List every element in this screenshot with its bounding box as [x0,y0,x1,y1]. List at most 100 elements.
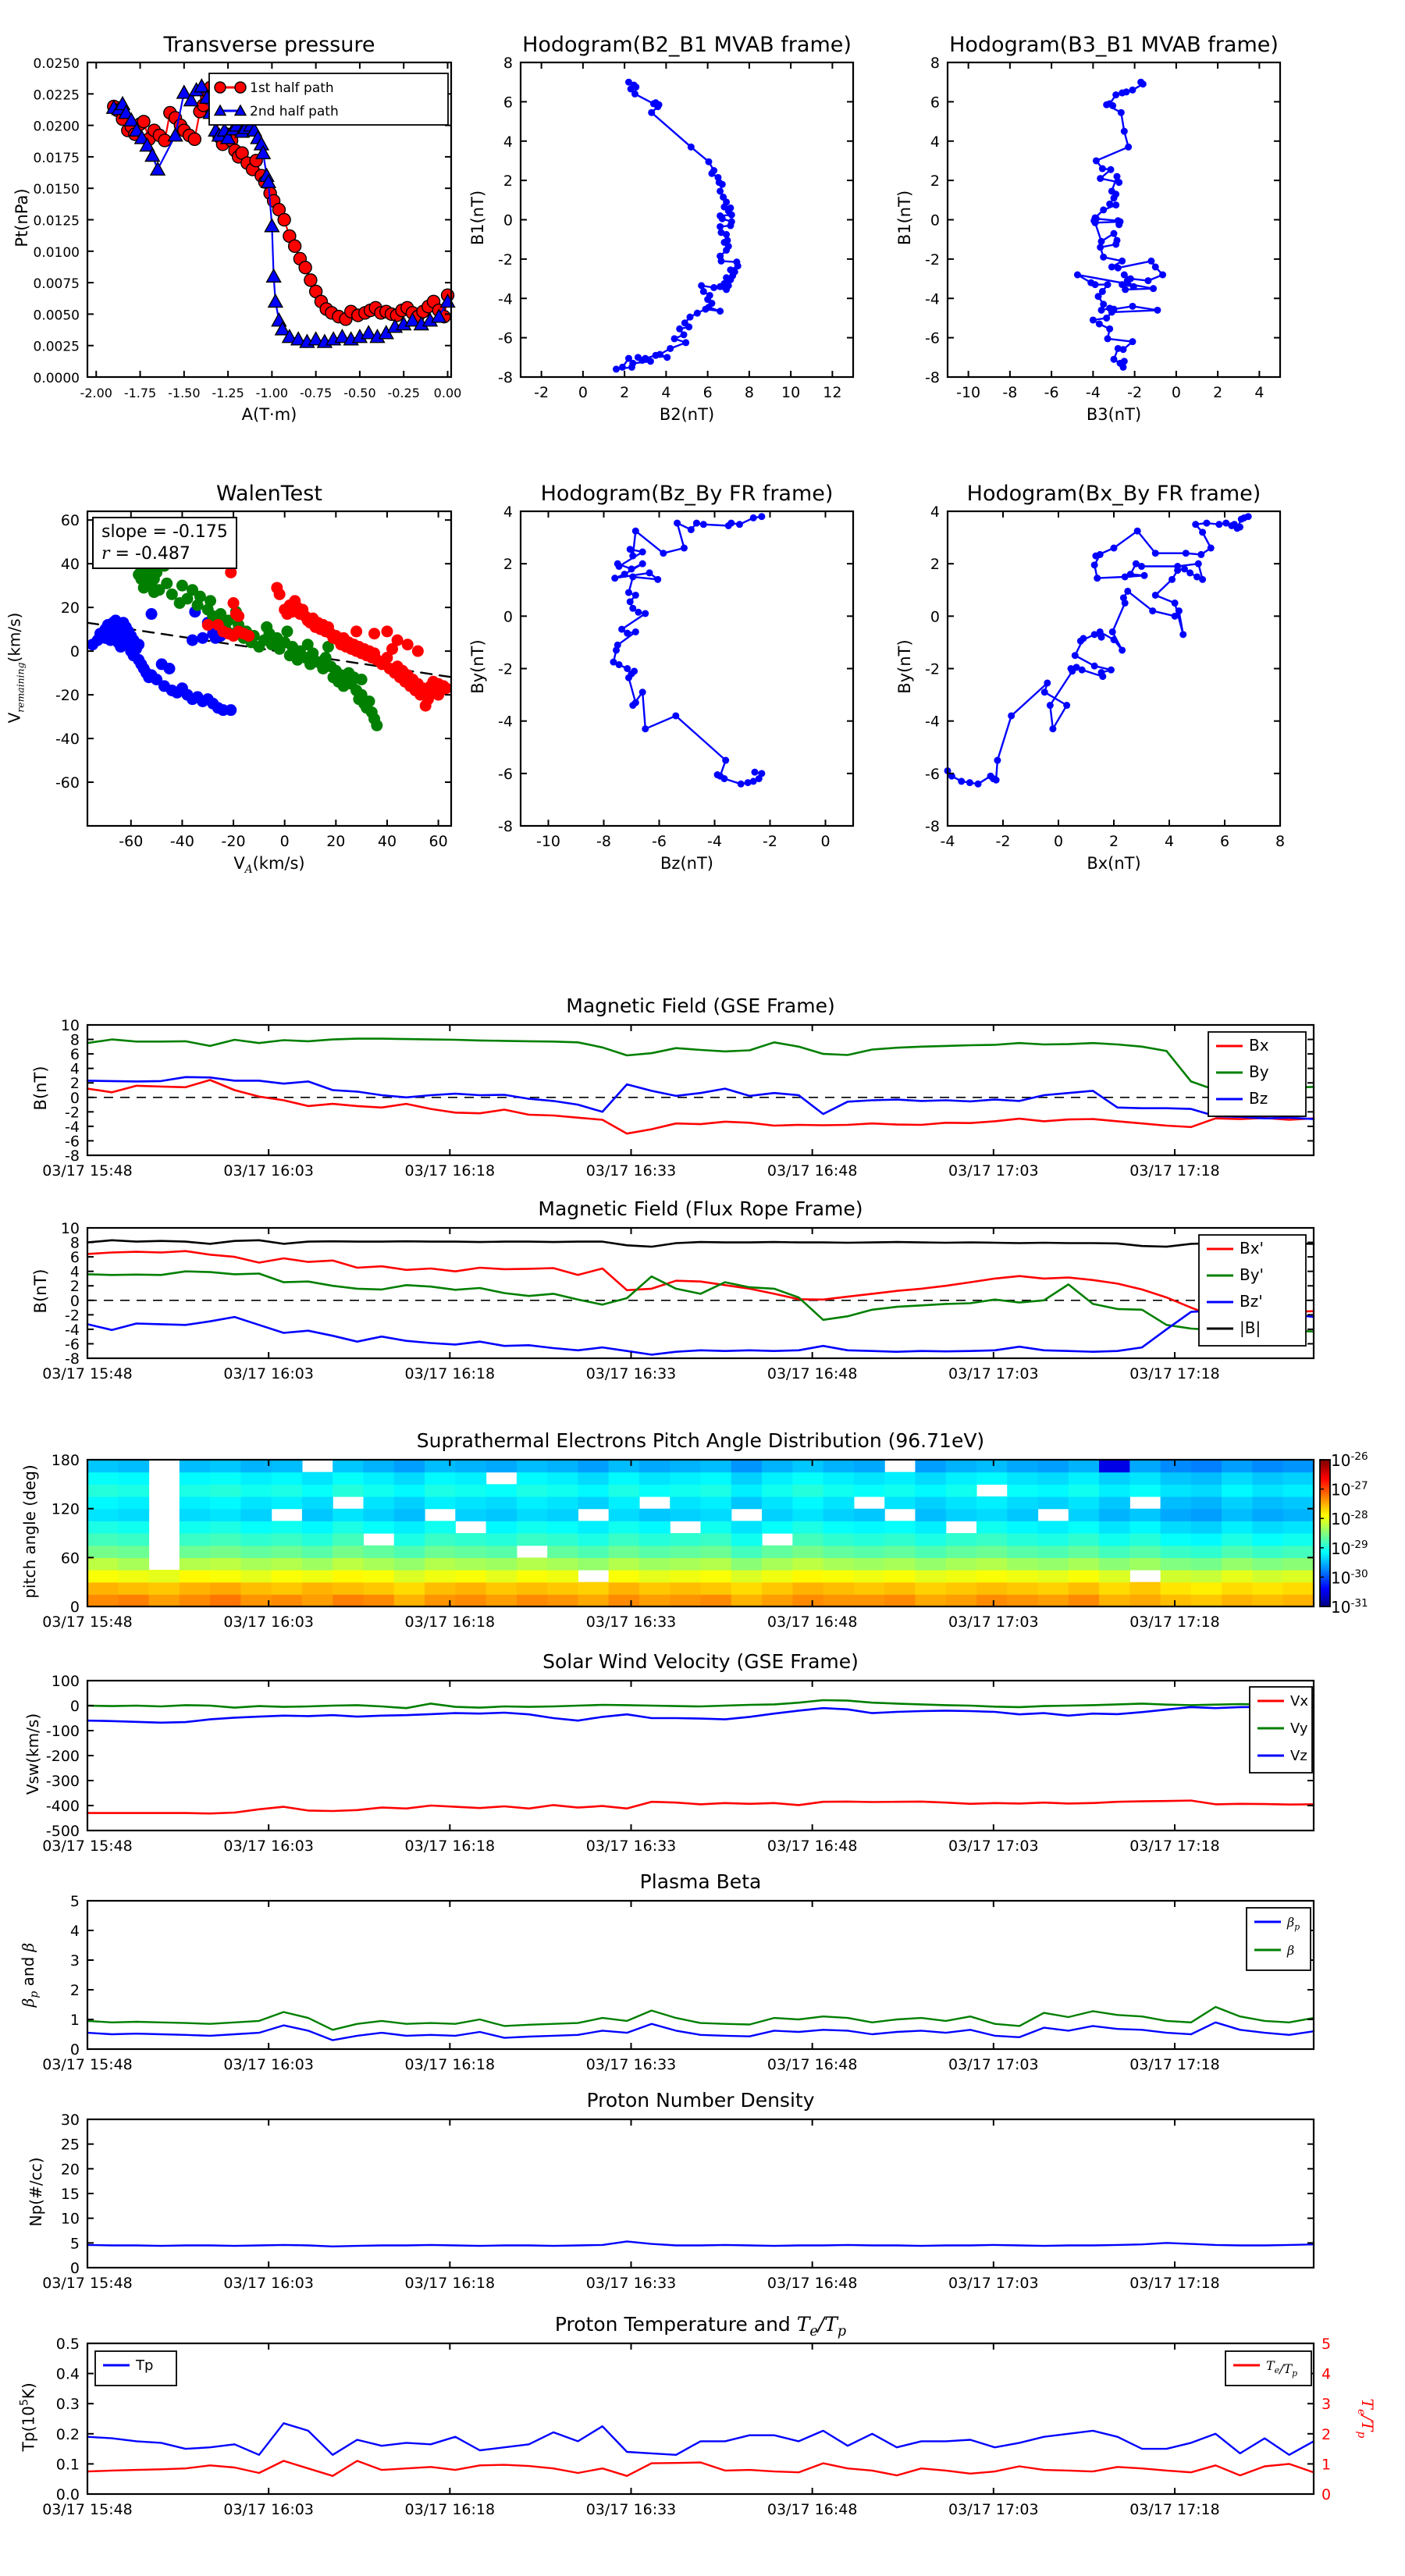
svg-text:03/17 17:18: 03/17 17:18 [1129,1162,1220,1179]
series-Bx [86,1079,1315,1135]
svg-text:0.0150: 0.0150 [34,182,80,197]
svg-text:60: 60 [61,1550,80,1567]
svg-text:30: 30 [61,2112,80,2129]
svg-text:12: 12 [823,384,841,401]
svg-text:03/17 16:33: 03/17 16:33 [586,1162,677,1179]
legend-vsw: Vx Vy Vz [1249,1686,1313,1774]
axis-ticks: -10 -8 -6 -4 -2 0 -8 -6 -4 -2 0 2 4 [498,503,853,850]
svg-text:0: 0 [930,608,940,625]
svg-text:40: 40 [378,833,397,850]
panel-title-vsw: Solar Wind Velocity (GSE Frame) [542,1650,859,1673]
xlabel-bx: Bx(nT) [1087,854,1141,873]
svg-text:03/17 17:18: 03/17 17:18 [1129,1838,1220,1855]
svg-text:10: 10 [61,1220,80,1237]
svg-text:-60: -60 [119,833,143,850]
svg-text:0.0100: 0.0100 [34,245,80,261]
panel-title-hodogram-bzby: Hodogram(Bz_By FR frame) [540,482,834,506]
svg-text:-6: -6 [925,330,940,347]
svg-text:6: 6 [70,1249,80,1266]
ylabel-pt: Pt(nPa) [12,188,31,247]
svg-text:2: 2 [70,1982,80,1999]
panel-vsw: 03/17 15:48 03/17 16:03 03/17 16:18 03/17 1… [42,1673,1315,1855]
ylabel-vsw: Vsw(km/s) [23,1713,42,1795]
svg-text:03/17 16:03: 03/17 16:03 [223,2501,314,2518]
axis-ticks: 03/17 15:48 03/17 16:03 03/17 16:18 03/17 1… [42,1452,1314,1631]
svg-text:-4: -4 [941,833,955,850]
legend-plasma-beta: βp β [1246,1907,1311,1971]
svg-text:-1.00: -1.00 [256,386,288,400]
axis-ticks: 03/17 15:48 03/17 16:03 03/17 16:18 03/17 1… [42,1220,1314,1382]
svg-text:03/17 17:18: 03/17 17:18 [1129,1614,1220,1631]
svg-text:3: 3 [1321,2396,1331,2413]
svg-text:0: 0 [578,384,588,401]
svg-text:0.0050: 0.0050 [34,308,80,323]
axis-ticks: 03/17 15:48 03/17 16:03 03/17 16:18 03/17 1… [42,1673,1314,1855]
svg-text:03/17 16:33: 03/17 16:33 [586,2056,677,2073]
svg-text:0.0175: 0.0175 [34,151,80,166]
axes-border [946,61,1282,379]
svg-text:2: 2 [930,556,940,573]
svg-text:-6: -6 [498,330,513,347]
svg-text:0: 0 [70,2260,80,2277]
svg-text:2: 2 [503,173,513,190]
va-sub: A [244,863,253,877]
panel-mag-gse: 03/17 15:48 03/17 16:03 03/17 16:18 03/17 1… [42,1017,1315,1179]
svg-text:0: 0 [70,1698,80,1715]
svg-text:03/17 16:33: 03/17 16:33 [586,2275,677,2292]
svg-text:4: 4 [70,1061,80,1078]
xlabel-b3: B3(nT) [1086,405,1142,424]
axis-ticks: -4 -2 0 2 4 6 8 -8 -6 -4 -2 0 2 4 [925,503,1285,850]
svg-text:0: 0 [280,833,290,850]
svg-text:-1.75: -1.75 [124,386,156,400]
axis-ticks: -10 -8 -6 -4 -2 0 2 4 -8 -6 -4 -2 0 2 4 6 8 [925,55,1280,401]
svg-text:2: 2 [1109,833,1119,850]
ylabel-np: Np(#/cc) [27,2157,45,2227]
svg-text:03/17 16:18: 03/17 16:18 [405,1838,496,1855]
svg-text:0.4: 0.4 [56,2366,80,2383]
ylabel-tetp-right: Te/Tp [1355,2301,1377,2535]
axis-ticks: -60 -40 -20 0 20 40 60 -60 -40 -20 0 20 40 60 [55,511,451,850]
svg-text:4: 4 [70,1264,80,1281]
svg-text:-20: -20 [55,687,80,704]
svg-text:03/17 17:03: 03/17 17:03 [948,2501,1039,2518]
panel-title-mag-fr: Magnetic Field (Flux Rope Frame) [538,1197,863,1220]
svg-text:0: 0 [70,1599,80,1616]
svg-text:-2: -2 [498,251,513,269]
series-By [86,1037,1315,1093]
svg-text:03/17 16:48: 03/17 16:48 [767,1614,858,1631]
svg-text:20: 20 [61,600,80,617]
series-Tp [86,2422,1315,2457]
svg-text:6: 6 [930,94,940,111]
svg-text:20: 20 [326,833,345,850]
tetp-slash: /T [1358,2415,1377,2432]
svg-text:03/17 16:33: 03/17 16:33 [586,1838,677,1855]
svg-text:4: 4 [70,1923,80,1940]
ylabel-beta: βp and β [19,1858,41,2092]
series-scatter-blue [87,606,237,717]
svg-text:1: 1 [1321,2456,1331,2473]
svg-text:By': By' [1240,1265,1264,1284]
series-scatter-red [201,566,452,712]
svg-text:03/17 16:18: 03/17 16:18 [405,1162,496,1179]
series-hodogram-trace [612,78,742,373]
heatmap-cells [87,1460,1314,1607]
svg-text:180: 180 [52,1452,80,1469]
svg-text:-1.50: -1.50 [168,386,200,400]
svg-text:4: 4 [503,133,513,151]
axes-border [86,2342,1315,2496]
svg-text:0.0225: 0.0225 [34,87,80,103]
svg-text:-6: -6 [652,833,667,850]
svg-text:-40: -40 [55,731,80,748]
svg-text:2: 2 [503,556,513,573]
svg-text:03/17 16:18: 03/17 16:18 [405,1614,496,1631]
svg-text:6: 6 [703,384,713,401]
svg-text:10-29: 10-29 [1331,1539,1368,1558]
svg-text:5: 5 [70,2235,80,2252]
svg-text:-40: -40 [170,833,194,850]
svg-text:4: 4 [930,503,940,521]
panel-title-walen-test: WalenTest [216,482,322,506]
svg-text:25: 25 [61,2137,80,2154]
svg-text:03/17 16:33: 03/17 16:33 [586,2501,677,2518]
svg-text:03/17 16:33: 03/17 16:33 [586,1365,677,1382]
